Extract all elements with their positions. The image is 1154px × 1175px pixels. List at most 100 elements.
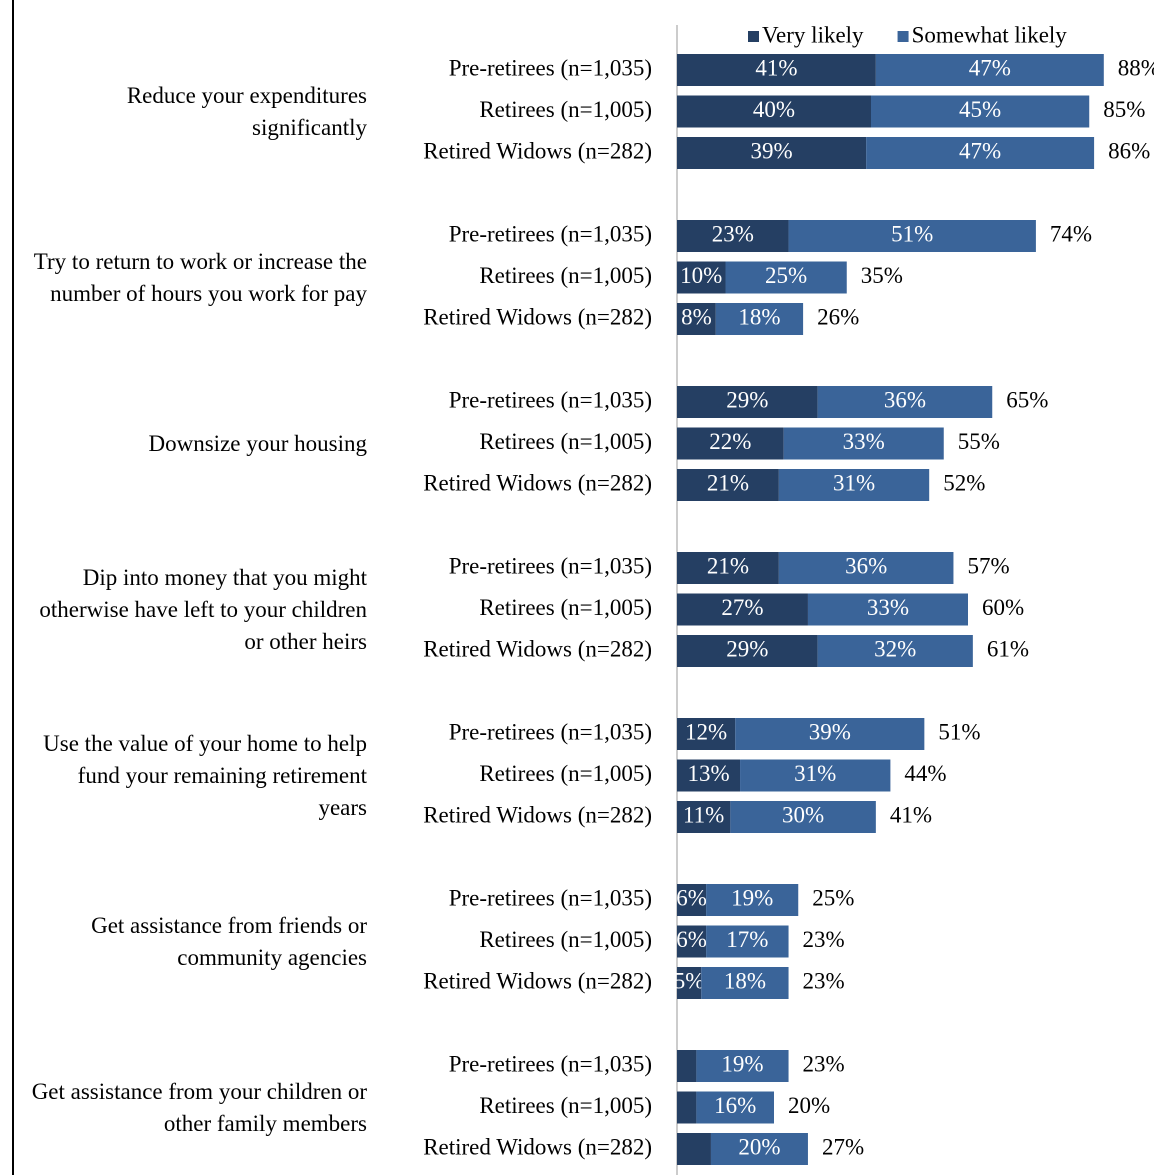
value-label: 39%: [750, 138, 792, 163]
value-label: 39%: [809, 719, 851, 744]
row-label: Retirees (n=1,005): [479, 761, 652, 786]
group-label: Use the value of your home to help fund …: [43, 730, 367, 820]
bar-segment: [677, 925, 707, 958]
value-label: 11%: [683, 802, 724, 827]
value-label: 23%: [712, 221, 754, 246]
bar-segment: [677, 137, 867, 169]
total-label: 23%: [803, 927, 845, 952]
total-label: 57%: [967, 553, 1009, 578]
bar-segment: [788, 220, 1036, 252]
bar-segment: [817, 386, 993, 418]
value-label: 18%: [738, 304, 780, 329]
group-label: Get assistance from friends or community…: [91, 912, 367, 970]
legend-label: Very likely: [762, 22, 864, 47]
bar-segment: [710, 1133, 808, 1165]
value-label: 47%: [959, 138, 1001, 163]
bar-segment: [701, 967, 789, 999]
row-label: Retirees (n=1,005): [479, 263, 652, 288]
row-label: Retired Widows (n=282): [423, 1134, 652, 1159]
total-label: 88%: [1118, 55, 1154, 80]
bar-segment: [778, 469, 930, 501]
value-label: 6%: [676, 927, 707, 952]
value-label: 36%: [884, 387, 926, 412]
value-label: 41%: [755, 55, 797, 80]
bar-segment: [677, 718, 736, 750]
total-label: 60%: [982, 595, 1024, 620]
value-label: 27%: [721, 595, 763, 620]
value-label: 19%: [731, 885, 773, 910]
bar-segment: [783, 427, 944, 460]
total-label: 86%: [1108, 138, 1150, 163]
bar-segment: [696, 1050, 789, 1082]
bar-segment: [677, 1091, 697, 1124]
bar-segment: [677, 801, 731, 833]
value-label: 29%: [726, 636, 768, 661]
row-label: Retirees (n=1,005): [479, 429, 652, 454]
group-label: Dip into money that you might otherwise …: [39, 564, 367, 654]
bar-segment: [706, 925, 789, 958]
bar-segment: [677, 427, 784, 460]
bar-segment: [807, 593, 968, 626]
bar-segment: [730, 801, 876, 833]
bar-segment: [677, 1050, 697, 1082]
total-label: 61%: [987, 636, 1029, 661]
row-label: Retirees (n=1,005): [479, 97, 652, 122]
value-label: 51%: [891, 221, 933, 246]
total-label: 74%: [1050, 221, 1092, 246]
value-label: 40%: [753, 97, 795, 122]
bar-segment: [866, 137, 1095, 169]
group-label: Reduce your expenditures significantly: [126, 82, 367, 140]
value-label: 30%: [782, 802, 824, 827]
row-label: Retirees (n=1,005): [479, 595, 652, 620]
total-label: 65%: [1006, 387, 1048, 412]
bar-segment: [740, 759, 891, 792]
total-label: 41%: [890, 802, 932, 827]
value-label: 12%: [685, 719, 727, 744]
bar-segment: [677, 967, 702, 999]
total-label: 51%: [938, 719, 980, 744]
value-label: 18%: [724, 968, 766, 993]
value-label: 31%: [833, 470, 875, 495]
bar-segment: [696, 1091, 774, 1124]
bar-segment: [706, 884, 799, 916]
bar-segment: [677, 54, 876, 86]
value-label: 20%: [738, 1134, 780, 1159]
total-label: 25%: [812, 885, 854, 910]
value-label: 31%: [794, 761, 836, 786]
bar-segment: [677, 220, 789, 252]
row-label: Pre-retirees (n=1,035): [449, 221, 652, 246]
total-label: 52%: [943, 470, 985, 495]
bar-segment: [677, 469, 779, 501]
value-label: 47%: [969, 55, 1011, 80]
bar-segment: [677, 95, 871, 128]
group-label: Try to return to work or increase the nu…: [33, 248, 367, 306]
row-label: Pre-retirees (n=1,035): [449, 55, 652, 80]
group-label: Downsize your housing: [148, 430, 367, 456]
row-label: Pre-retirees (n=1,035): [449, 553, 652, 578]
row-label: Pre-retirees (n=1,035): [449, 719, 652, 744]
row-label: Retired Widows (n=282): [423, 304, 652, 329]
value-label: 5%: [674, 968, 705, 993]
bar-segment: [677, 884, 707, 916]
value-label: 36%: [845, 553, 887, 578]
legend-label: Somewhat likely: [912, 22, 1068, 47]
value-label: 21%: [707, 553, 749, 578]
bar-segment: [677, 303, 716, 335]
bar-segment: [677, 635, 818, 667]
row-label: Pre-retirees (n=1,035): [449, 1051, 652, 1076]
bar-segment: [817, 635, 973, 667]
total-label: 26%: [817, 304, 859, 329]
value-label: 6%: [676, 885, 707, 910]
bar-segment: [871, 95, 1090, 128]
total-label: 35%: [861, 263, 903, 288]
row-label: Retired Widows (n=282): [423, 968, 652, 993]
total-label: 23%: [803, 1051, 845, 1076]
total-label: 27%: [822, 1134, 864, 1159]
value-label: 13%: [687, 761, 729, 786]
row-label: Retired Widows (n=282): [423, 138, 652, 163]
value-label: 25%: [765, 263, 807, 288]
bar-segment: [677, 261, 726, 294]
bar-segment: [778, 552, 954, 584]
